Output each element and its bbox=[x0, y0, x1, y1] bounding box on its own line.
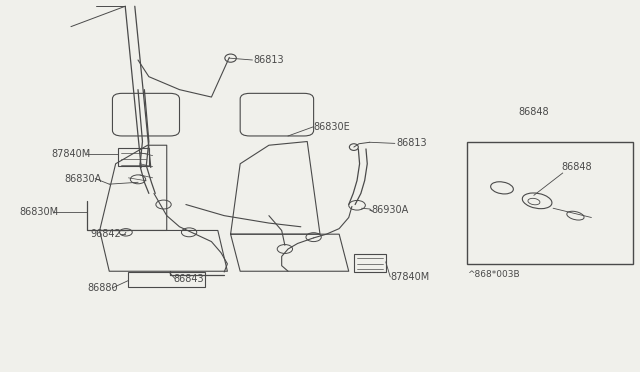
Text: 86813: 86813 bbox=[397, 138, 428, 148]
FancyBboxPatch shape bbox=[354, 254, 386, 272]
Text: 86880: 86880 bbox=[87, 283, 118, 293]
Ellipse shape bbox=[522, 193, 552, 209]
Circle shape bbox=[120, 229, 132, 236]
Text: ^868*003B: ^868*003B bbox=[467, 270, 520, 279]
Circle shape bbox=[277, 244, 292, 253]
FancyBboxPatch shape bbox=[118, 148, 150, 166]
Text: 86930A: 86930A bbox=[371, 205, 408, 215]
FancyBboxPatch shape bbox=[240, 93, 314, 136]
Ellipse shape bbox=[225, 54, 236, 62]
Text: 86843: 86843 bbox=[173, 274, 204, 284]
Circle shape bbox=[306, 233, 321, 241]
Circle shape bbox=[156, 200, 172, 209]
Bar bbox=[129, 272, 205, 287]
Ellipse shape bbox=[528, 198, 540, 205]
Text: 86830A: 86830A bbox=[65, 174, 102, 184]
Text: 86848: 86848 bbox=[561, 163, 592, 173]
Bar bbox=[467, 141, 633, 264]
Circle shape bbox=[131, 175, 146, 184]
Ellipse shape bbox=[491, 182, 513, 194]
Text: 86813: 86813 bbox=[253, 55, 284, 65]
Ellipse shape bbox=[349, 144, 358, 150]
Circle shape bbox=[181, 228, 196, 237]
Circle shape bbox=[349, 201, 365, 210]
Text: 86848: 86848 bbox=[518, 107, 548, 117]
Text: 87840M: 87840M bbox=[52, 150, 91, 160]
Text: 87840M: 87840M bbox=[390, 272, 429, 282]
FancyBboxPatch shape bbox=[113, 93, 179, 136]
Ellipse shape bbox=[567, 211, 584, 220]
Text: 86830E: 86830E bbox=[314, 122, 350, 132]
Text: 96842: 96842 bbox=[90, 229, 121, 239]
Text: 86830M: 86830M bbox=[20, 207, 59, 217]
